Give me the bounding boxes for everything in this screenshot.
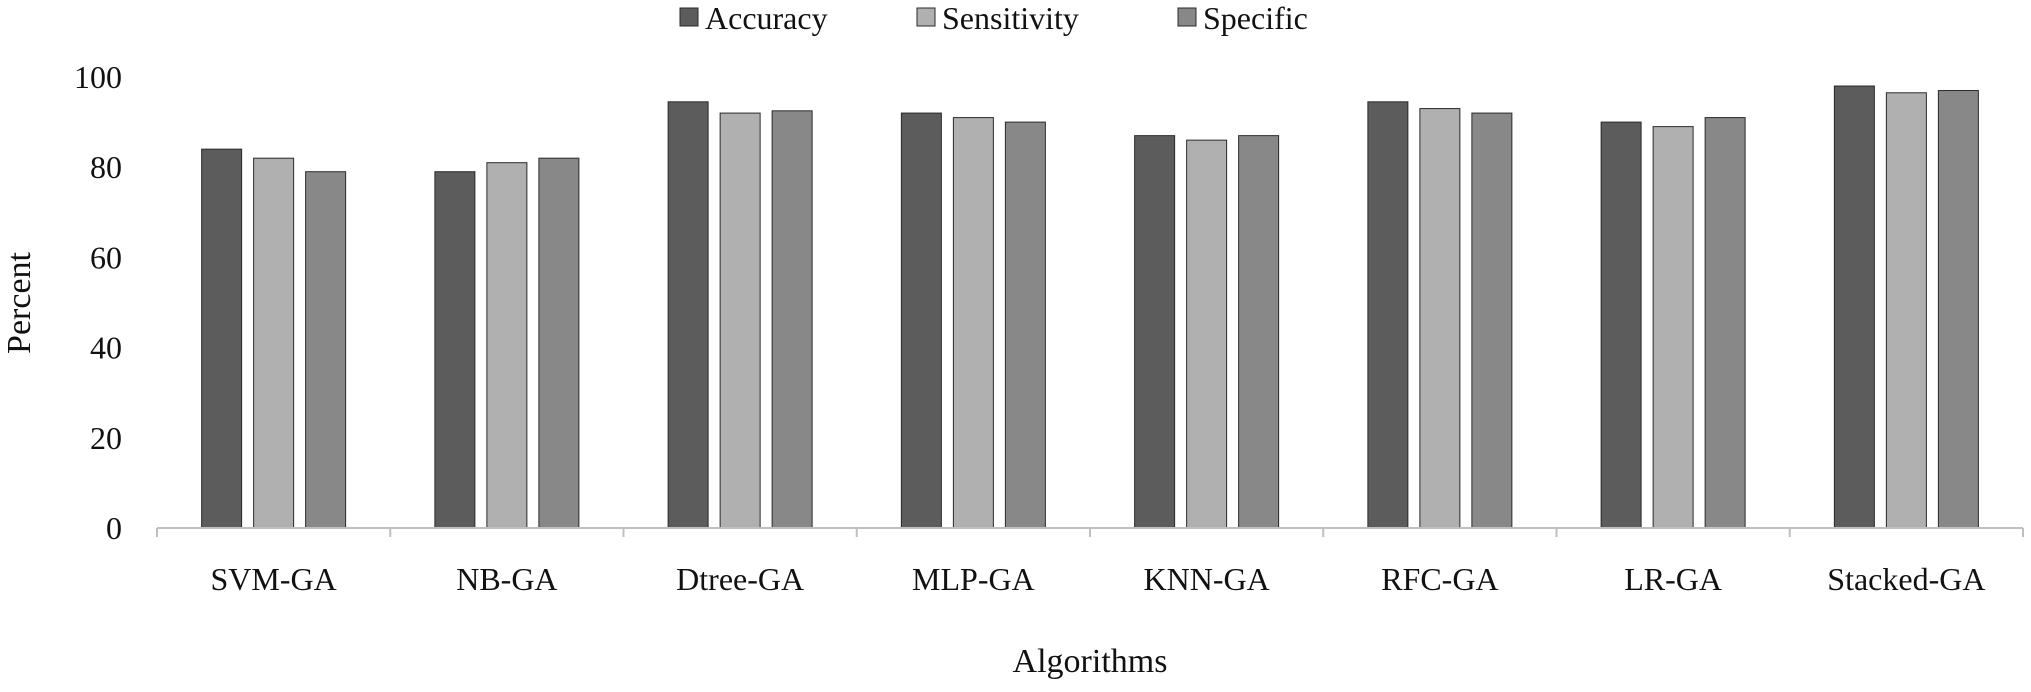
bar-sensitivity-dtree-ga (719, 112, 761, 529)
bar-specific-stacked-ga (1937, 90, 1979, 529)
bar-specific-nb-ga (538, 157, 580, 529)
bar-specific-lr-ga (1704, 117, 1746, 529)
bar-sensitivity-knn-ga (1186, 139, 1228, 529)
legend-label-specific: Specific (1203, 0, 1308, 36)
legend-label-accuracy: Accuracy (705, 0, 828, 36)
bar-sensitivity-mlp-ga (952, 117, 994, 529)
legend-swatch-specific (1177, 7, 1197, 27)
x-tick-label: MLP-GA (912, 561, 1035, 597)
y-tick-label: 60 (90, 239, 122, 275)
y-tick-label: 100 (74, 59, 122, 95)
bar-accuracy-lr-ga (1600, 121, 1642, 529)
bar-accuracy-nb-ga (434, 171, 476, 529)
x-tick-label: Dtree-GA (676, 561, 804, 597)
bar-accuracy-dtree-ga (667, 101, 709, 529)
legend-label-sensitivity: Sensitivity (942, 0, 1079, 36)
bar-specific-mlp-ga (1004, 121, 1046, 529)
bar-sensitivity-stacked-ga (1885, 92, 1927, 529)
bar-sensitivity-rfc-ga (1419, 108, 1461, 529)
bar-accuracy-svm-ga (201, 148, 243, 529)
y-tick-label: 40 (90, 330, 122, 366)
x-tick-label: KNN-GA (1144, 561, 1270, 597)
y-axis: 0 20 40 60 80 100 (74, 59, 122, 546)
x-tick-label: LR-GA (1624, 561, 1722, 597)
x-tick-label: NB-GA (456, 561, 557, 597)
bar-specific-rfc-ga (1471, 112, 1513, 529)
bar-sensitivity-svm-ga (253, 157, 295, 529)
y-tick-label: 20 (90, 420, 122, 456)
x-tick-label: Stacked-GA (1827, 561, 1985, 597)
legend-swatch-sensitivity (916, 7, 936, 27)
bar-accuracy-stacked-ga (1833, 85, 1875, 529)
x-axis: SVM-GA NB-GA Dtree-GA MLP-GA KNN-GA RFC-GA LR-… (156, 527, 2024, 597)
y-tick-label: 0 (106, 510, 122, 546)
bar-sensitivity-lr-ga (1652, 126, 1694, 529)
y-tick-label: 80 (90, 149, 122, 185)
bar-specific-dtree-ga (771, 110, 813, 529)
bar-sensitivity-nb-ga (486, 162, 528, 529)
bar-specific-knn-ga (1238, 135, 1280, 529)
bar-specific-svm-ga (305, 171, 347, 529)
bars (201, 85, 1979, 529)
bar-accuracy-rfc-ga (1367, 101, 1409, 529)
legend-swatch-accuracy (679, 7, 699, 27)
bar-accuracy-knn-ga (1134, 135, 1176, 529)
bar-accuracy-mlp-ga (900, 112, 942, 529)
x-axis-label: Algorithms (1013, 643, 1168, 680)
legend: Accuracy Sensitivity Specific (679, 0, 1308, 36)
x-tick-label: SVM-GA (211, 561, 337, 597)
x-tick-label: RFC-GA (1381, 561, 1498, 597)
y-axis-label: Percent (1, 251, 38, 354)
